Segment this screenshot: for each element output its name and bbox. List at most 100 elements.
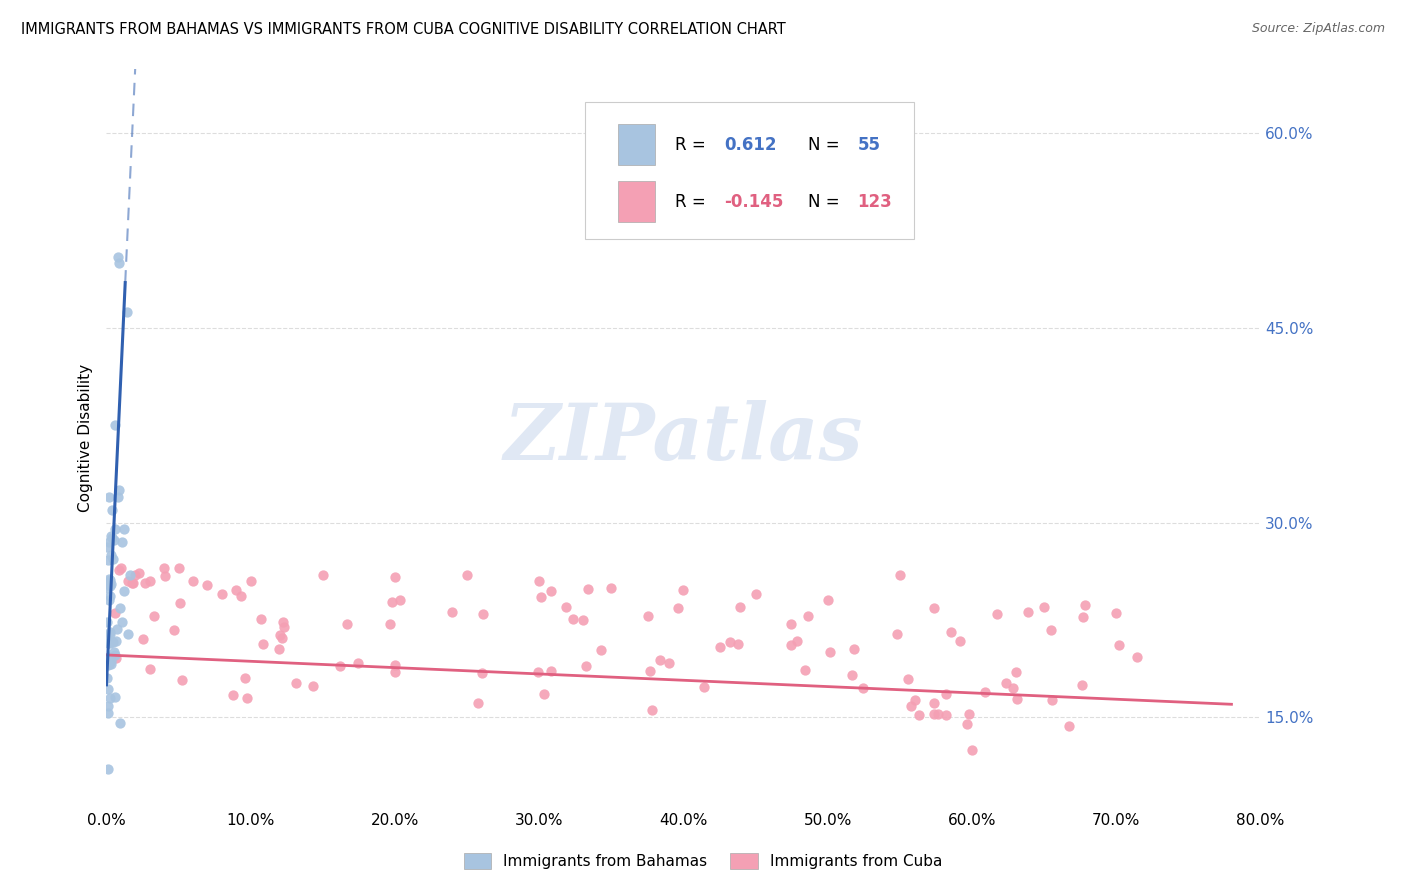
Point [922,696,945,710]
Point [197,578,219,592]
Point [236,691,259,706]
Point [672,583,695,598]
Point [239,574,262,588]
Point [167,561,190,575]
Point [273,620,295,634]
Point [576,582,599,596]
Text: 123: 123 [858,193,893,211]
Point [786,634,808,648]
Point [600,581,623,595]
Point [155,569,177,583]
Point [97,658,120,673]
Point [709,640,731,654]
Point [98,624,121,639]
Text: -0.145: -0.145 [724,193,783,211]
Point [658,656,681,670]
Point [169,596,191,610]
Point [98,593,121,607]
Text: 0.612: 0.612 [724,136,776,153]
Point [456,567,478,582]
Point [561,612,583,626]
Point [794,664,817,678]
Point [960,742,983,756]
Point [101,551,124,566]
Point [107,250,129,264]
Point [1017,605,1039,619]
Point [101,634,124,648]
Point [101,502,124,516]
Point [143,608,166,623]
Point [115,305,138,319]
Point [103,645,125,659]
Text: IMMIGRANTS FROM BAHAMAS VS IMMIGRANTS FROM CUBA COGNITIVE DISABILITY CORRELATION: IMMIGRANTS FROM BAHAMAS VS IMMIGRANTS FR… [21,22,786,37]
Point [121,576,143,591]
Point [163,623,186,637]
Point [100,548,122,562]
Point [1033,599,1056,614]
Point [121,575,143,590]
Text: ZIPatlas: ZIPatlas [503,400,863,476]
Point [271,615,294,630]
Point [105,651,128,665]
Point [112,522,135,536]
Point [96,671,118,685]
Point [269,627,291,641]
Point [922,600,945,615]
Point [471,665,494,680]
Point [98,589,121,603]
Point [104,690,127,705]
Point [134,576,156,591]
Point [110,561,132,575]
Point [104,522,127,536]
Point [384,665,406,680]
Point [229,590,252,604]
Point [98,626,121,640]
Point [97,636,120,650]
Point [105,622,128,636]
Text: N =: N = [808,136,845,153]
Point [939,624,962,639]
Point [252,637,274,651]
Text: N =: N = [808,193,845,211]
Point [641,703,664,717]
Point [530,590,553,604]
Point [637,609,659,624]
Point [591,643,613,657]
Point [111,535,134,549]
Point [1005,692,1028,706]
Point [329,659,352,673]
Point [96,629,118,643]
Point [1126,650,1149,665]
Point [886,627,908,641]
Point [124,567,146,582]
Point [1057,718,1080,732]
Point [572,613,595,627]
Point [995,676,1018,690]
Point [693,681,716,695]
Point [267,642,290,657]
Point [104,633,127,648]
Point [139,662,162,676]
Point [540,584,562,599]
Point [98,573,121,587]
Point [97,553,120,567]
Point [107,490,129,504]
Point [100,576,122,591]
Point [233,672,256,686]
Point [554,599,576,614]
Point [98,657,121,671]
Point [118,567,141,582]
Point [986,607,1008,621]
Point [97,698,120,713]
Text: R =: R = [675,193,711,211]
Point [112,583,135,598]
Point [650,653,672,667]
Point [927,706,949,721]
Point [533,688,555,702]
Point [301,679,323,693]
Point [956,716,979,731]
Point [908,708,931,723]
Y-axis label: Cognitive Disability: Cognitive Disability [79,364,93,512]
Point [336,616,359,631]
Point [138,574,160,588]
